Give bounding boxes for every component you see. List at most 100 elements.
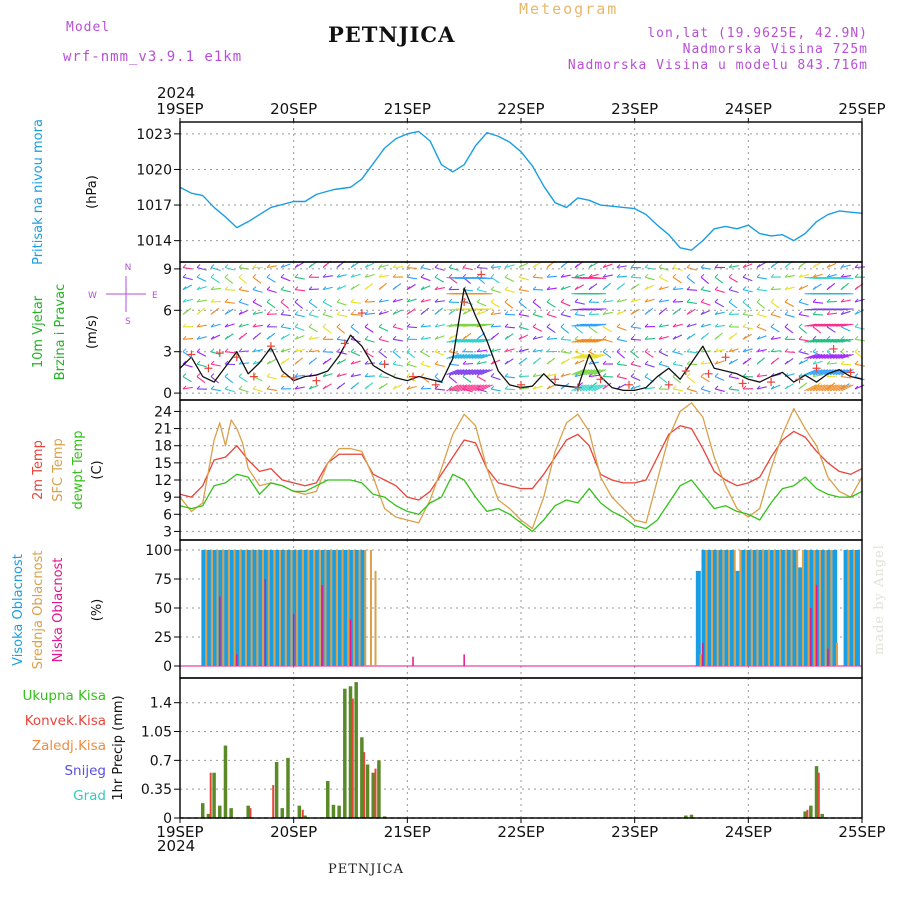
wind-arrow-head <box>728 286 733 290</box>
wind-arrow-head <box>840 335 845 340</box>
wind-fan-line <box>457 338 470 343</box>
wind-arrow <box>210 388 221 392</box>
wind-arrow-head <box>686 298 691 303</box>
wind-fan-line <box>804 353 817 359</box>
wind-arrow <box>182 376 192 383</box>
precip-bar <box>286 757 290 818</box>
wind-arrow <box>406 266 418 269</box>
wind-arrow <box>700 276 710 285</box>
precip-bar <box>803 811 807 818</box>
cloud-bar <box>835 642 838 666</box>
wind-arrow <box>588 273 599 278</box>
wind-arrow-head <box>784 335 789 340</box>
wind-arrow-head <box>560 298 565 303</box>
wind-arrow <box>644 284 655 291</box>
wind-arrow-head <box>434 286 439 290</box>
wind-arrow-head <box>504 264 509 268</box>
wind-arrow <box>280 313 291 317</box>
wind-arrow-head <box>560 323 565 328</box>
precip-bar <box>817 772 820 818</box>
wind-fan-line <box>815 353 829 359</box>
wind-arrow-head <box>392 335 397 340</box>
wind-arrow-head <box>266 298 271 303</box>
wind-arrow-head <box>574 311 579 315</box>
wind-arrow-head <box>770 360 775 365</box>
wind-arrow-head <box>420 311 425 315</box>
wind-arrow-head <box>588 273 593 278</box>
wind-arrow-head <box>336 360 341 365</box>
wind-arrow-head <box>364 286 369 290</box>
cloud-bar <box>767 550 770 666</box>
wind-arrow-head <box>210 385 215 390</box>
wind-fan-line <box>594 369 607 376</box>
cloud-bar <box>756 550 759 666</box>
wind-arrow <box>238 301 249 306</box>
wind-axis-unit: (m/s) <box>85 315 100 349</box>
wind-fan-line <box>585 384 598 392</box>
wind-arrow <box>686 323 697 328</box>
wind-arrow <box>798 351 809 355</box>
wind-arrow <box>364 362 375 365</box>
x-tick-label-bottom: 24SEP <box>725 823 772 841</box>
wind-arrow <box>798 313 809 317</box>
wind-arrow <box>434 300 445 303</box>
cloud-bar <box>347 550 350 666</box>
wind-arrow-head <box>266 286 271 290</box>
wind-arrow-head <box>448 286 453 290</box>
wind-arrow-head <box>630 311 635 315</box>
wind-arrow-head <box>532 311 537 315</box>
cloud-bar <box>728 550 731 666</box>
wind-arrow-head <box>238 348 243 353</box>
x-tick-label-top: 21SEP <box>384 100 431 118</box>
wind-arrow-head <box>280 348 285 353</box>
y-tick-label: 9 <box>163 490 172 506</box>
wind-arrow <box>742 313 753 317</box>
wind-arrow-head <box>854 385 859 390</box>
wind-arrow-head <box>756 273 761 278</box>
wind-fan-line <box>449 384 462 392</box>
x-tick-label-top: 22SEP <box>497 100 544 118</box>
wind-arrow-head <box>266 323 271 328</box>
wind-arrow-head <box>672 323 677 328</box>
wind-arrow <box>602 311 613 315</box>
wind-arrow <box>518 262 529 269</box>
precip-legend-item: Zaledj.Kisa <box>32 738 106 754</box>
cloud-bar <box>320 550 326 666</box>
wind-arrow-head <box>280 323 285 328</box>
wind-arrow-head <box>196 311 201 315</box>
wind-arrow <box>350 313 362 316</box>
wind-arrow-head <box>854 311 859 315</box>
wind-arrow-head <box>280 264 285 268</box>
wind-arrow-head <box>238 385 243 390</box>
wind-arrow-head <box>700 264 705 268</box>
precip-bar <box>209 772 212 818</box>
wind-arrow-head <box>336 311 341 315</box>
wind-arrow-head <box>728 348 733 353</box>
wind-fan-line <box>821 353 834 359</box>
compass-n: N <box>125 263 132 273</box>
wind-arrow-head <box>434 273 439 278</box>
wind-arrow <box>406 363 417 368</box>
wind-arrow-head <box>770 264 775 268</box>
cloud-bar <box>815 584 818 666</box>
precip-legend-item: Ukupna Kisa <box>23 688 106 704</box>
wind-arrow-head <box>826 311 831 315</box>
wind-arrow-head <box>812 286 817 290</box>
cloud-bar <box>273 550 276 666</box>
wind-arrow-head <box>616 360 621 365</box>
wind-fan-line <box>838 384 851 392</box>
wind-arrow <box>560 373 571 378</box>
wind-fan-line <box>466 338 479 343</box>
wind-arrow <box>742 289 753 293</box>
wind-arrow <box>434 287 445 291</box>
y-tick-label: 0.7 <box>150 753 172 769</box>
wind-arrow <box>252 301 263 308</box>
precip-bar <box>331 804 336 818</box>
cloud-bar <box>710 550 713 666</box>
precip-bar <box>820 813 824 818</box>
wind-arrow <box>840 264 851 269</box>
wind-fan-line <box>471 369 485 376</box>
cloud-bar <box>332 550 338 666</box>
wind-arrow <box>210 287 221 291</box>
wind-arrow-head <box>728 264 733 268</box>
